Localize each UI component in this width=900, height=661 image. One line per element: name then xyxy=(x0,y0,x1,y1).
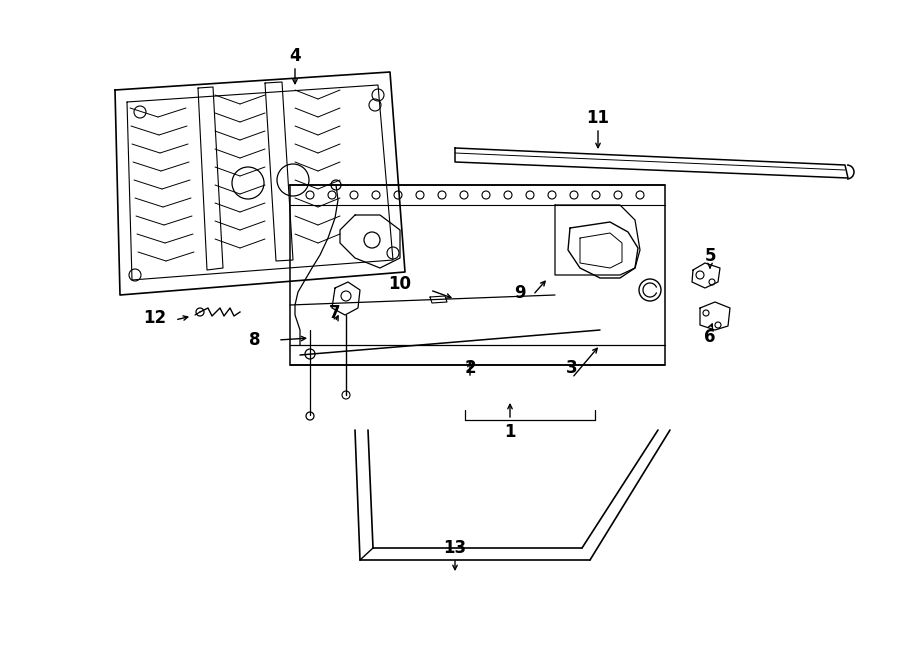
Text: 4: 4 xyxy=(289,47,301,65)
Text: 2: 2 xyxy=(464,359,476,377)
Text: 13: 13 xyxy=(444,539,466,557)
Text: 6: 6 xyxy=(704,328,716,346)
Text: 1: 1 xyxy=(504,423,516,441)
Text: 3: 3 xyxy=(566,359,578,377)
Text: 8: 8 xyxy=(249,331,261,349)
Text: 7: 7 xyxy=(329,304,341,322)
Text: 5: 5 xyxy=(704,247,716,265)
Text: 9: 9 xyxy=(514,284,526,302)
Text: 10: 10 xyxy=(389,275,411,293)
Text: 11: 11 xyxy=(587,109,609,127)
Text: 12: 12 xyxy=(143,309,166,327)
